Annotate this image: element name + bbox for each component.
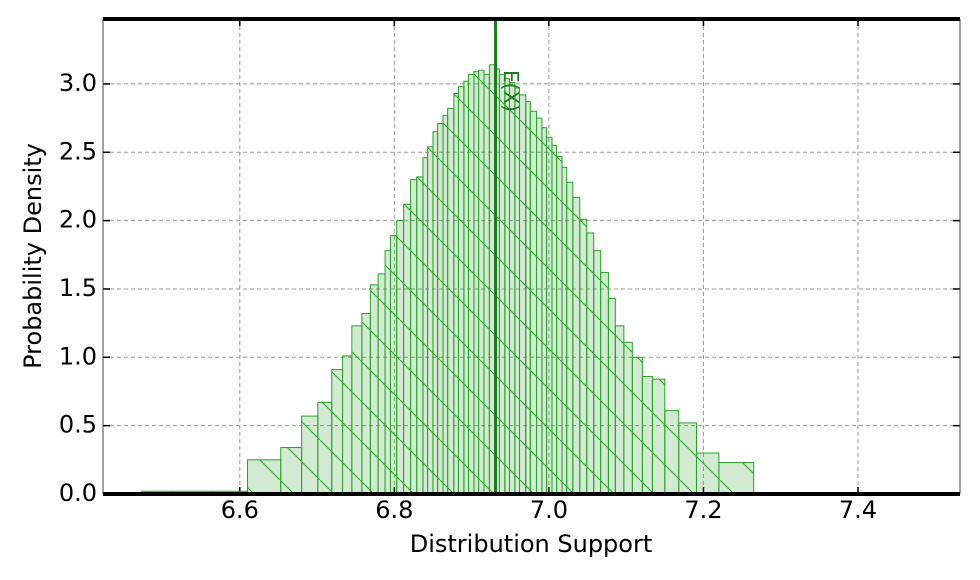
bar-hatch (551, 145, 557, 494)
bar-hatch (447, 108, 454, 494)
bar-hatch (504, 78, 510, 494)
y-tick-label: 0.0 (59, 479, 97, 507)
bar-hatch (652, 379, 665, 494)
bar-hatch (422, 157, 428, 494)
bar-hatch (579, 219, 587, 494)
bar-hatch (623, 342, 633, 494)
x-tick-label: 7.4 (839, 496, 877, 524)
bar-hatch (427, 146, 433, 494)
bar-hatch (390, 235, 397, 495)
bar-hatch (331, 369, 343, 494)
bar-hatch (696, 452, 719, 494)
bar-hatch (556, 156, 563, 495)
bar-hatch (416, 176, 423, 495)
bar-hatch (664, 410, 679, 494)
bar-hatch (546, 137, 552, 494)
bar-hatch (519, 94, 526, 494)
bar-hatch (351, 325, 362, 494)
bar-hatch (473, 71, 479, 494)
bar-hatch (608, 298, 616, 494)
bar-hatch (642, 376, 653, 494)
bar-hatch (280, 447, 302, 494)
y-tick-label: 3.0 (59, 69, 97, 97)
bar-hatch (562, 167, 567, 494)
x-tick-label: 6.8 (375, 496, 413, 524)
mean-label: E(X) (499, 70, 523, 112)
x-tick-label: 7.2 (684, 496, 722, 524)
bar-hatch (463, 81, 469, 494)
bar-hatch (385, 250, 391, 494)
y-tick-label: 1.0 (59, 342, 97, 370)
bar-hatch (678, 422, 697, 494)
bar-hatch (494, 68, 500, 494)
x-tick-label: 7.0 (530, 496, 568, 524)
bar-hatch (514, 88, 520, 494)
bar-hatch (301, 416, 318, 494)
bar-hatch (437, 123, 444, 494)
y-tick-label: 2.5 (59, 137, 97, 165)
y-tick-label: 2.0 (59, 206, 97, 234)
bar-hatch (247, 459, 281, 494)
bar-hatch (615, 325, 624, 494)
bar-hatch (572, 197, 580, 495)
bar-hatch (468, 74, 474, 494)
bar-hatch (317, 402, 332, 494)
x-axis-label: Distribution Support (410, 530, 653, 558)
bar-hatch (525, 101, 531, 494)
bar-hatch (458, 86, 464, 495)
bar-hatch (489, 64, 495, 494)
bar-hatch (478, 70, 484, 494)
bar-hatch (566, 182, 573, 494)
bar-hatch (453, 93, 459, 495)
bar-hatch (530, 111, 537, 495)
y-axis-label: Probability Density (19, 143, 47, 369)
bar-hatch (509, 82, 515, 494)
x-tick-label: 6.6 (221, 496, 259, 524)
bar-hatch (403, 204, 411, 494)
bar-hatch (600, 272, 609, 494)
y-tick-label: 1.5 (59, 274, 97, 302)
bar-hatch (593, 250, 601, 494)
bar-hatch (541, 127, 547, 494)
bar-hatch (378, 273, 386, 494)
bar-hatch (718, 462, 754, 494)
bar-hatch (361, 313, 371, 494)
bar-hatch (370, 284, 379, 494)
bar-hatch (536, 118, 542, 495)
bar-hatch (410, 179, 417, 494)
y-tick-label: 0.5 (59, 411, 97, 439)
bar-hatch (396, 220, 404, 494)
bar-hatch (632, 357, 643, 494)
bar-hatch (443, 115, 448, 494)
bar-hatch (432, 131, 438, 495)
bar-hatch (586, 232, 594, 494)
bar-hatch (499, 74, 505, 494)
bar-hatch (483, 74, 490, 494)
bar-hatch (342, 355, 352, 494)
